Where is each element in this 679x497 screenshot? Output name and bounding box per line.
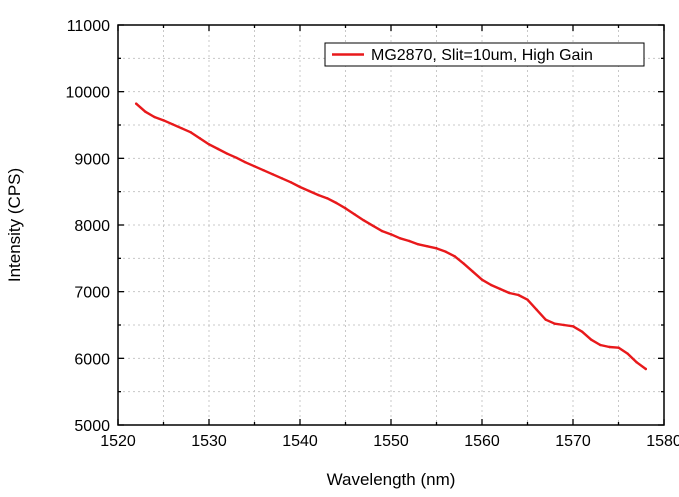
data-point	[362, 219, 365, 222]
data-point	[617, 346, 620, 349]
data-point	[453, 255, 456, 258]
data-point	[508, 291, 511, 295]
x-tick-label: 1570	[555, 433, 591, 450]
data-point	[489, 283, 493, 287]
legend-box	[324, 42, 645, 67]
data-point	[271, 173, 274, 176]
x-tick-label: 1520	[100, 433, 136, 450]
series-layer	[134, 102, 647, 371]
data-point	[216, 147, 220, 151]
data-point	[535, 308, 538, 311]
data-point	[198, 137, 202, 140]
data-point	[435, 247, 438, 250]
data-point	[244, 161, 247, 164]
data-point	[590, 338, 593, 341]
x-tick-label: 1530	[191, 433, 227, 450]
data-point	[180, 127, 183, 130]
x-tick-label: 1580	[646, 433, 679, 450]
y-tick-label: 11000	[67, 18, 110, 35]
data-point	[335, 201, 338, 205]
data-point	[317, 193, 320, 197]
data-point	[298, 185, 302, 189]
data-point	[326, 197, 329, 200]
data-point	[517, 293, 520, 297]
grid-lines	[118, 25, 664, 425]
x-tick-label: 1550	[373, 433, 409, 450]
data-point	[262, 169, 265, 172]
y-tick-label: 9000	[74, 151, 110, 168]
data-point	[162, 119, 165, 122]
data-point	[526, 298, 529, 301]
data-point	[235, 156, 238, 159]
data-point	[626, 352, 629, 355]
x-tick-label: 1560	[464, 433, 500, 450]
y-tick-label: 10000	[66, 85, 111, 102]
x-tick-label: 1540	[282, 433, 318, 450]
data-point	[253, 165, 256, 168]
axis-ticks	[117, 24, 665, 426]
x-axis-title: Wavelength (nm)	[327, 470, 456, 489]
data-point	[444, 250, 447, 253]
x-tick-labels: 1520 1530 1540 1550 1560 1570 1580	[100, 433, 679, 450]
data-point	[280, 177, 283, 180]
data-point	[544, 318, 547, 321]
y-tick-label: 7000	[74, 285, 110, 302]
data-point	[553, 322, 556, 325]
y-axis-title: Intensity (CPS)	[5, 168, 24, 282]
data-point	[207, 143, 211, 146]
data-point	[462, 262, 465, 265]
data-point	[171, 123, 174, 126]
y-tick-label: 8000	[74, 218, 110, 235]
data-point	[408, 239, 411, 243]
data-point	[226, 152, 229, 155]
y-tick-labels: 5000 6000 7000 8000 9000 10000 11000	[66, 18, 111, 435]
y-tick-label: 6000	[74, 351, 110, 368]
data-point	[635, 361, 638, 364]
data-point	[644, 367, 647, 371]
y-tick-label: 5000	[74, 418, 110, 435]
data-point	[371, 224, 374, 227]
data-point	[144, 110, 147, 113]
data-point	[307, 189, 311, 193]
data-point	[426, 245, 429, 248]
legend-label: MG2870, Slit=10um, High Gain	[371, 47, 593, 64]
legend: MG2870, Slit=10um, High Gain	[324, 42, 645, 67]
data-point	[344, 207, 347, 210]
data-point	[289, 181, 293, 184]
data-point	[398, 237, 402, 240]
data-point	[599, 343, 602, 347]
data-point	[471, 270, 475, 273]
data-point	[562, 323, 566, 327]
data-point	[380, 229, 384, 233]
data-point	[389, 233, 393, 236]
data-point	[353, 213, 356, 216]
data-point	[417, 243, 420, 246]
data-point	[480, 278, 484, 281]
data-point	[571, 325, 575, 328]
data-point	[189, 131, 192, 134]
data-point	[135, 102, 138, 105]
data-point	[499, 287, 502, 291]
data-point	[580, 330, 584, 333]
data-point	[153, 115, 156, 119]
data-point	[608, 345, 611, 349]
